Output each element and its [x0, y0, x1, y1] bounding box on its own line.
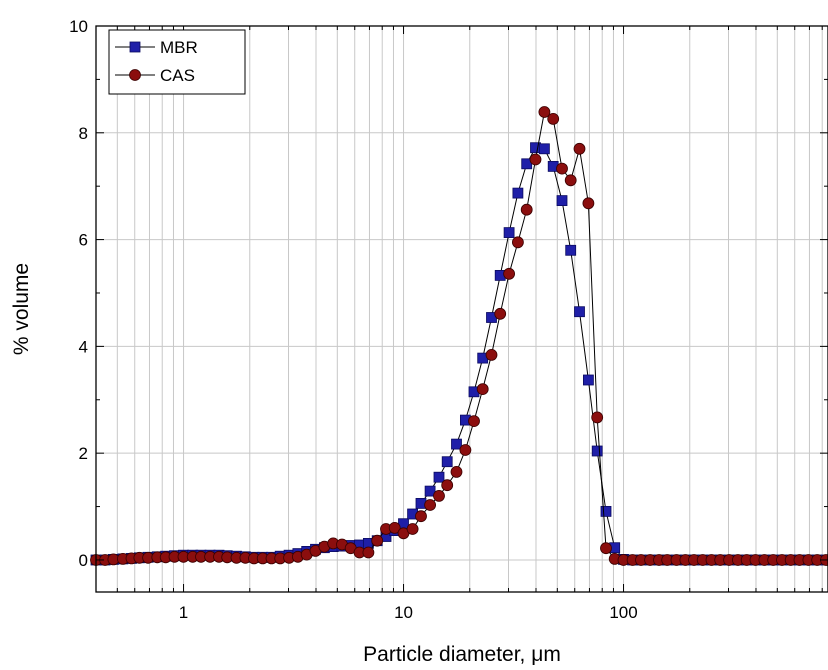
data-point-mbr [530, 142, 541, 154]
data-point-cas [582, 197, 595, 210]
series-line-cas [96, 111, 826, 561]
legend-label-cas: CAS [160, 66, 195, 85]
data-point-cas [388, 522, 401, 534]
y-tick-label: 8 [79, 124, 88, 143]
data-point-cas [600, 542, 612, 555]
x-axis-label: Particle diameter, μm [363, 643, 561, 666]
y-tick-label: 6 [79, 231, 88, 250]
data-point-cas [564, 174, 577, 187]
data-point-cas [362, 546, 375, 559]
data-point-cas [538, 106, 551, 118]
data-point-cas [547, 113, 560, 125]
data-point-mbr [539, 143, 550, 155]
legend-label-mbr: MBR [160, 38, 198, 57]
x-tick-label: 100 [609, 603, 637, 622]
data-point-cas [476, 383, 489, 396]
data-point-mbr [424, 485, 436, 497]
data-point-mbr [441, 456, 453, 468]
data-point-cas [591, 411, 604, 424]
data-point-mbr [433, 471, 445, 483]
series-layer [90, 106, 828, 566]
legend-box [108, 29, 246, 95]
axis-ticks: 0 2 4 6 8 10 1 10 100 [69, 17, 828, 622]
data-point-cas [512, 236, 524, 249]
data-point-cas [459, 444, 472, 456]
data-point-cas [415, 510, 427, 523]
data-point-mbr [574, 306, 585, 318]
legend: MBR CAS [108, 29, 246, 95]
y-tick-label: 0 [79, 551, 88, 570]
plot-frame [95, 25, 828, 593]
y-axis-label: % volume [10, 263, 33, 355]
data-point-cas [424, 499, 437, 511]
y-tick-label: 10 [69, 17, 88, 36]
data-point-cas [494, 307, 507, 320]
data-point-mbr [451, 438, 462, 450]
y-tick-label: 4 [79, 337, 88, 356]
data-point-mbr [583, 374, 594, 386]
data-point-mbr [512, 187, 524, 199]
data-point-cas [485, 348, 498, 361]
legend-marker-mbr [129, 41, 141, 53]
data-point-cas [468, 415, 480, 428]
data-point-mbr [600, 505, 612, 517]
series-line-mbr [96, 147, 826, 561]
data-point-cas [520, 203, 533, 216]
data-point-mbr [503, 227, 515, 239]
data-point-cas [371, 534, 384, 547]
data-point-cas [503, 267, 516, 280]
x-tick-label: 1 [179, 603, 188, 622]
data-point-cas [433, 489, 445, 502]
y-tick-label: 2 [79, 444, 88, 463]
series-mbr [90, 142, 828, 566]
data-point-cas [406, 523, 419, 535]
data-point-cas [556, 162, 568, 175]
x-tick-label: 10 [394, 603, 413, 622]
series-cas [90, 106, 828, 566]
data-point-cas [573, 142, 586, 155]
data-point-mbr [591, 445, 603, 457]
data-point-cas [529, 153, 542, 166]
data-point-cas [450, 465, 463, 478]
legend-marker-cas [129, 69, 141, 81]
grid [95, 25, 828, 592]
data-point-cas [441, 479, 454, 492]
data-point-mbr [556, 195, 568, 207]
data-point-mbr [565, 244, 577, 256]
